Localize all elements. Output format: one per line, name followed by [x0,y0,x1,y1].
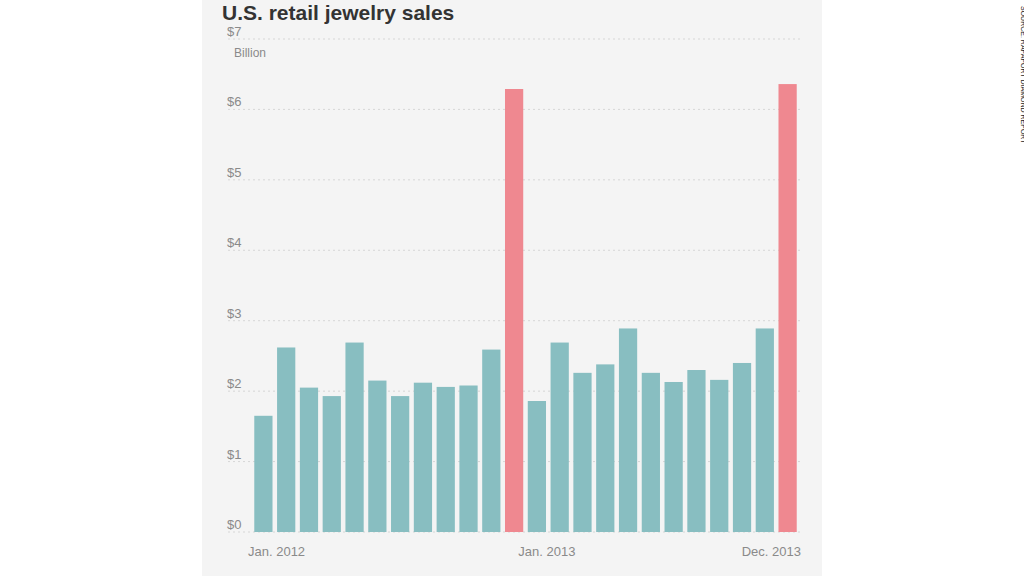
x-tick-label: Dec. 2013 [742,544,801,559]
bar [254,416,272,532]
bar [528,401,546,532]
source-note: SOURCE: RAPAPORT DIAMOND REPORT [1020,6,1024,144]
bar [756,328,774,532]
bar [277,347,295,532]
bars-group [254,84,796,532]
y-tick-label: $0 [227,517,241,532]
bar [300,388,318,532]
bar [437,387,455,532]
y-tick-label: $4 [227,235,241,250]
panel-background [202,0,822,576]
bar [551,343,569,532]
bar [345,343,363,532]
y-tick-label: $6 [227,94,241,109]
bar [665,382,683,532]
x-tick-label: Jan. 2013 [518,544,575,559]
x-tick-label: Jan. 2012 [248,544,305,559]
bar [368,381,386,532]
bar [573,373,591,532]
y-axis-label: Billion [234,46,266,60]
bar [778,84,796,532]
bar [642,373,660,532]
bar [459,386,477,532]
bar [414,383,432,532]
bar [482,350,500,532]
chart-svg: U.S. retail jewelry sales $0 $1 $2 $3 $4 $5 $6 $… [0,0,1024,576]
y-tick-label: $1 [227,447,241,462]
bar [596,364,614,532]
bar [619,328,637,532]
y-tick-label: $5 [227,165,241,180]
y-tick-label: $3 [227,306,241,321]
chart-title: U.S. retail jewelry sales [222,1,454,24]
bar [687,370,705,532]
y-tick-label: $7 [227,24,241,39]
grid-line [228,39,801,40]
chart-container: U.S. retail jewelry sales $0 $1 $2 $3 $4 $5 $6 $… [0,0,1024,576]
bar [733,363,751,532]
bar [505,89,523,532]
y-tick-label: $2 [227,376,241,391]
bar [710,380,728,532]
bar [391,396,409,532]
bar [323,396,341,532]
